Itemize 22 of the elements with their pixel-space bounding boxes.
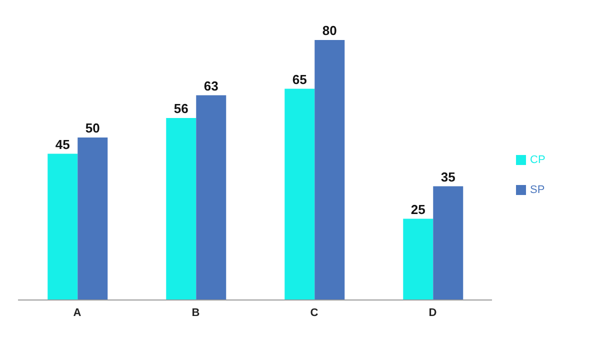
bar bbox=[314, 40, 345, 300]
bar bbox=[48, 154, 78, 300]
x-tick-label: D bbox=[428, 306, 437, 319]
x-tick-label: C bbox=[310, 306, 318, 319]
bar bbox=[196, 95, 226, 300]
data-label: 56 bbox=[174, 101, 188, 116]
data-label: 63 bbox=[204, 78, 218, 94]
data-label: 50 bbox=[85, 120, 100, 136]
legend-label: CP bbox=[530, 154, 546, 166]
bar bbox=[166, 118, 196, 300]
data-label: 25 bbox=[410, 202, 426, 217]
legend-label: SP bbox=[530, 184, 545, 196]
data-label: 45 bbox=[55, 136, 70, 152]
bar bbox=[78, 138, 108, 300]
data-label: 35 bbox=[440, 169, 456, 184]
data-label: 80 bbox=[322, 23, 337, 38]
x-tick-label: A bbox=[73, 306, 82, 319]
bar bbox=[284, 88, 315, 300]
bar bbox=[403, 218, 434, 300]
bar bbox=[433, 186, 464, 300]
x-tick-label: B bbox=[192, 306, 200, 319]
data-label: 65 bbox=[292, 72, 307, 87]
